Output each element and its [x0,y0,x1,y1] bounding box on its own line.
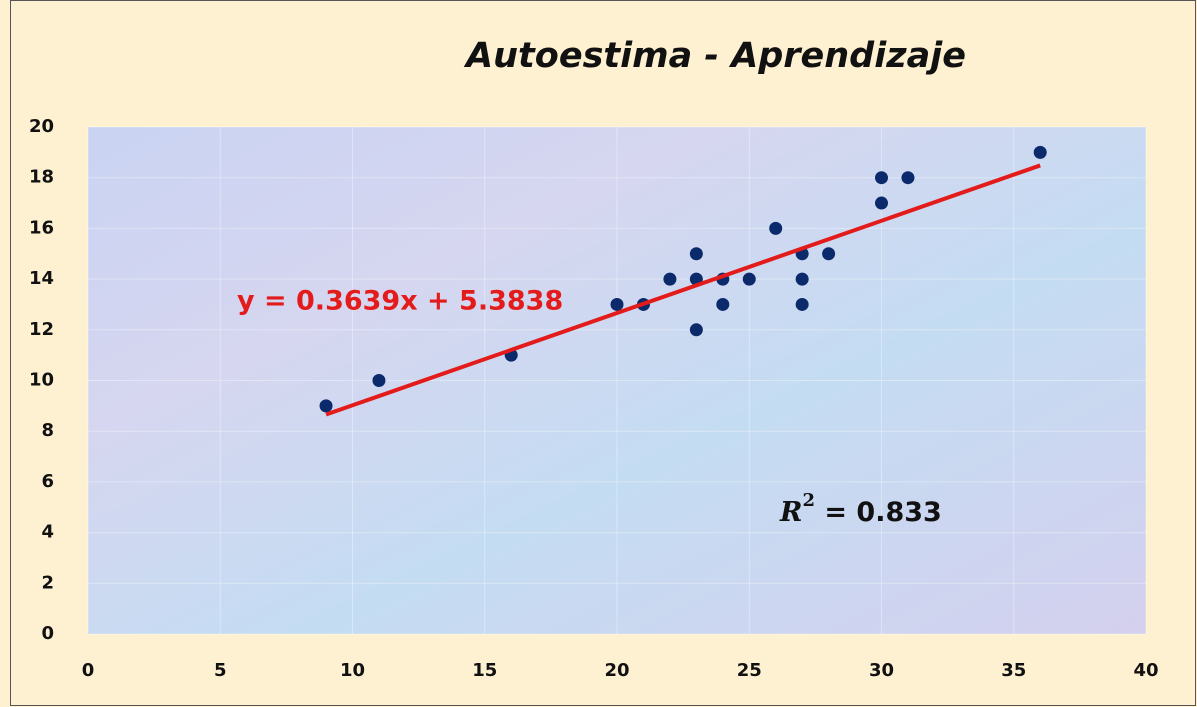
data-point [742,272,756,286]
r-value: = 0.833 [815,497,942,528]
data-point [716,297,730,311]
chart-border [10,0,1196,706]
data-point [610,297,624,311]
y-tick-label: 18 [29,167,54,188]
x-tick-label: 10 [340,660,365,681]
data-point [795,272,809,286]
y-tick-label: 16 [29,217,54,238]
x-tick-label: 15 [472,660,497,681]
x-tick-label: 25 [737,660,762,681]
x-tick-label: 35 [1001,660,1026,681]
data-point [1033,145,1047,159]
x-tick-label: 5 [214,660,227,681]
r-squared: R2 = 0.833 [779,490,942,528]
y-tick-label: 8 [41,420,54,441]
plot-area [88,127,1146,634]
y-tick-label: 2 [41,572,54,593]
data-point [663,272,677,286]
data-point [901,171,915,185]
r-power: 2 [802,490,815,511]
x-tick-label: 0 [82,660,95,681]
data-point [319,399,333,413]
y-tick-label: 12 [29,319,54,340]
data-point [795,297,809,311]
trendline [325,163,1041,417]
trendline-equation: y = 0.3639x + 5.3838 [237,286,563,317]
r-symbol: R [779,497,802,528]
data-point [822,247,836,261]
data-point [372,374,386,387]
x-tick-label: 30 [869,660,894,681]
data-point [875,196,888,210]
x-tick-label: 20 [604,660,629,681]
data-point [875,171,888,185]
y-tick-label: 14 [29,268,54,289]
data-point [689,323,703,337]
y-tick-label: 4 [41,522,54,543]
data-point [769,221,783,235]
y-tick-label: 0 [41,623,54,644]
x-tick-label: 40 [1133,660,1158,681]
data-point [689,247,703,261]
y-tick-label: 20 [29,116,54,137]
chart-title: Autoestima - Aprendizaje [463,36,966,76]
y-tick-label: 6 [41,471,54,492]
y-tick-label: 10 [29,370,54,391]
